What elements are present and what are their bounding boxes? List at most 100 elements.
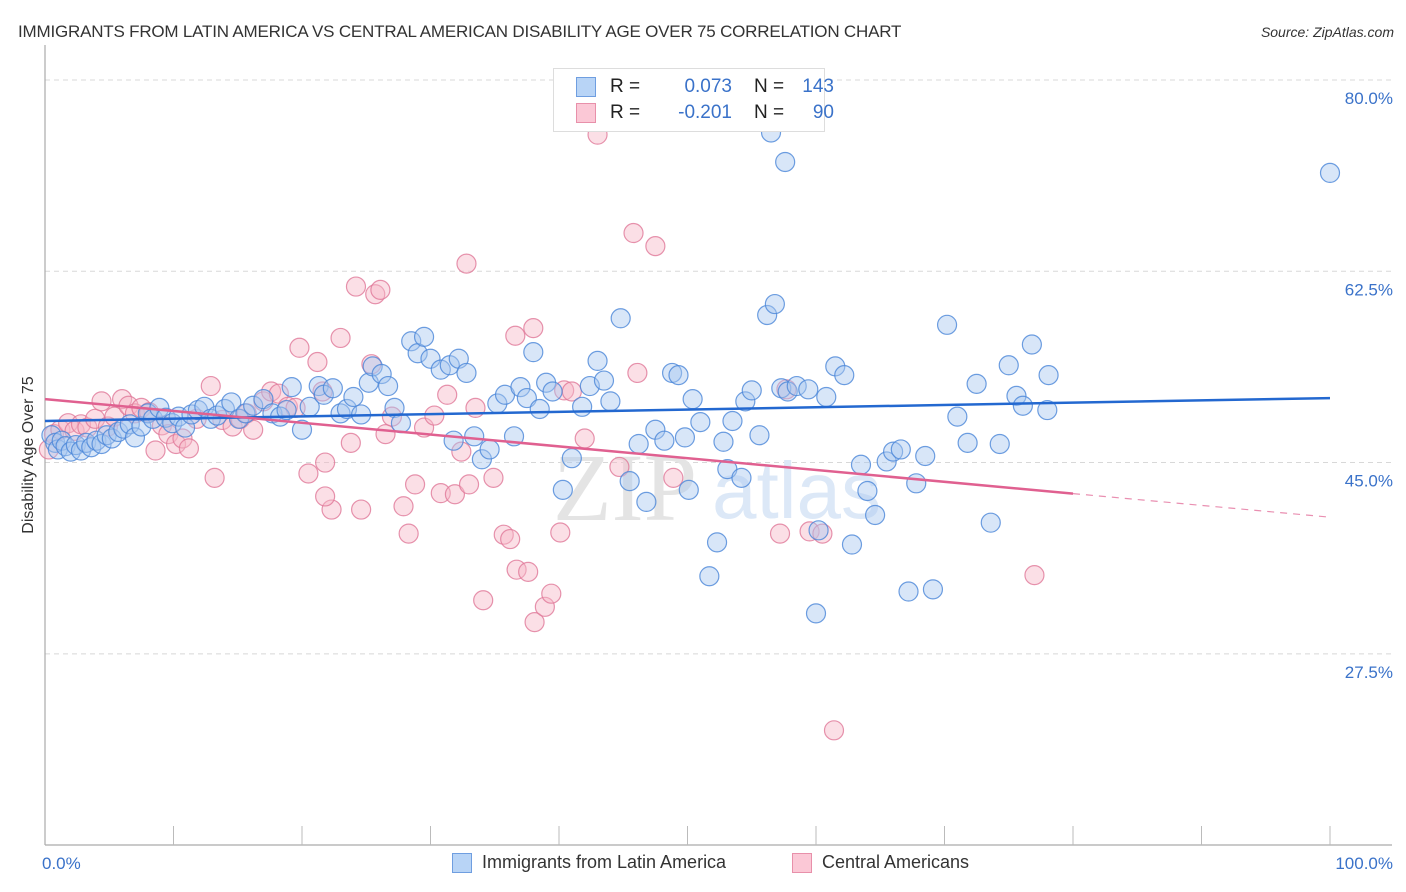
data-point[interactable] [722,410,743,432]
data-point[interactable] [510,377,531,398]
data-point[interactable] [674,427,696,448]
data-point[interactable] [529,398,550,420]
data-point[interactable] [663,467,684,488]
data-point[interactable] [857,480,878,502]
data-point[interactable] [808,520,829,541]
data-point[interactable] [898,581,919,602]
data-point[interactable] [345,276,367,297]
data-point[interactable] [798,379,819,400]
data-point[interactable] [413,326,435,347]
data-point[interactable] [915,445,936,467]
legend-item-immigrants[interactable]: Immigrants from Latin America [452,852,726,873]
data-point[interactable] [261,381,282,402]
data-point[interactable] [200,375,221,397]
data-point[interactable] [609,456,630,478]
data-point[interactable] [989,433,1010,455]
data-point[interactable] [384,397,405,418]
data-point[interactable] [957,432,978,453]
data-point[interactable] [552,479,573,500]
data-point[interactable] [775,151,796,173]
data-point[interactable] [483,467,504,488]
data-point[interactable] [572,396,593,417]
data-point[interactable] [610,308,631,329]
data-point[interactable] [315,452,336,473]
data-point[interactable] [636,491,657,512]
data-point[interactable] [464,426,485,447]
data-point[interactable] [769,523,791,544]
data-point[interactable] [645,236,666,257]
data-point[interactable] [91,391,112,412]
data-point[interactable] [850,454,872,475]
data-point[interactable] [298,463,319,484]
data-point[interactable] [1024,565,1045,586]
data-point[interactable] [458,474,480,495]
data-point[interactable] [1012,395,1033,416]
data-point[interactable] [393,496,414,517]
data-point[interactable] [1038,365,1059,386]
data-point[interactable] [812,523,833,544]
data-point[interactable] [980,512,1001,533]
data-point[interactable] [276,399,297,421]
data-point[interactable] [505,325,526,346]
data-point[interactable] [947,406,968,427]
data-point[interactable] [420,348,441,369]
data-point[interactable] [668,365,689,386]
data-point[interactable] [315,486,336,507]
data-point[interactable] [204,467,225,488]
data-point[interactable] [757,304,778,326]
data-point[interactable] [865,504,886,526]
data-point[interactable] [619,471,640,492]
data-point[interactable] [444,484,466,505]
data-point[interactable] [890,439,911,460]
data-point[interactable] [322,378,343,399]
data-point[interactable] [124,427,146,448]
data-point[interactable] [97,416,119,437]
data-point[interactable] [221,392,242,413]
data-point[interactable] [330,327,351,349]
data-point[interactable] [289,337,310,358]
data-point[interactable] [165,433,187,455]
data-point[interactable] [534,596,555,617]
data-point[interactable] [550,522,571,543]
data-point[interactable] [834,365,855,386]
data-point[interactable] [690,412,711,433]
data-point[interactable] [524,612,545,633]
data-point[interactable] [805,603,827,624]
data-point[interactable] [404,474,426,495]
data-point[interactable] [749,425,770,446]
data-point[interactable] [561,448,582,469]
data-point[interactable] [627,362,648,384]
data-point[interactable] [876,451,897,472]
data-point[interactable] [401,331,422,352]
data-point[interactable] [678,479,699,500]
data-point[interactable] [735,391,756,412]
data-point[interactable] [451,441,472,462]
data-point[interactable] [523,318,544,339]
data-point[interactable] [371,363,392,385]
data-point[interactable] [906,473,927,494]
data-point[interactable] [131,416,152,437]
data-point[interactable] [882,441,904,462]
data-point[interactable] [654,430,675,451]
data-point[interactable] [786,375,807,397]
data-point[interactable] [731,467,752,488]
data-point[interactable] [145,440,166,461]
data-point[interactable] [1319,162,1341,184]
data-point[interactable] [178,438,200,459]
data-point[interactable] [437,384,458,405]
data-point[interactable] [998,355,1019,376]
data-point[interactable] [424,405,445,426]
data-point[interactable] [764,293,785,315]
data-point[interactable] [823,720,845,741]
data-point[interactable] [253,389,274,410]
data-point[interactable] [307,351,328,373]
data-point[interactable] [841,534,863,555]
data-point[interactable] [370,279,391,300]
data-point[interactable] [623,222,644,244]
data-point[interactable] [682,389,703,410]
data-point[interactable] [243,419,264,440]
data-point[interactable] [936,314,958,335]
data-point[interactable] [500,528,521,550]
data-point[interactable] [281,377,302,398]
data-point[interactable] [523,342,544,363]
